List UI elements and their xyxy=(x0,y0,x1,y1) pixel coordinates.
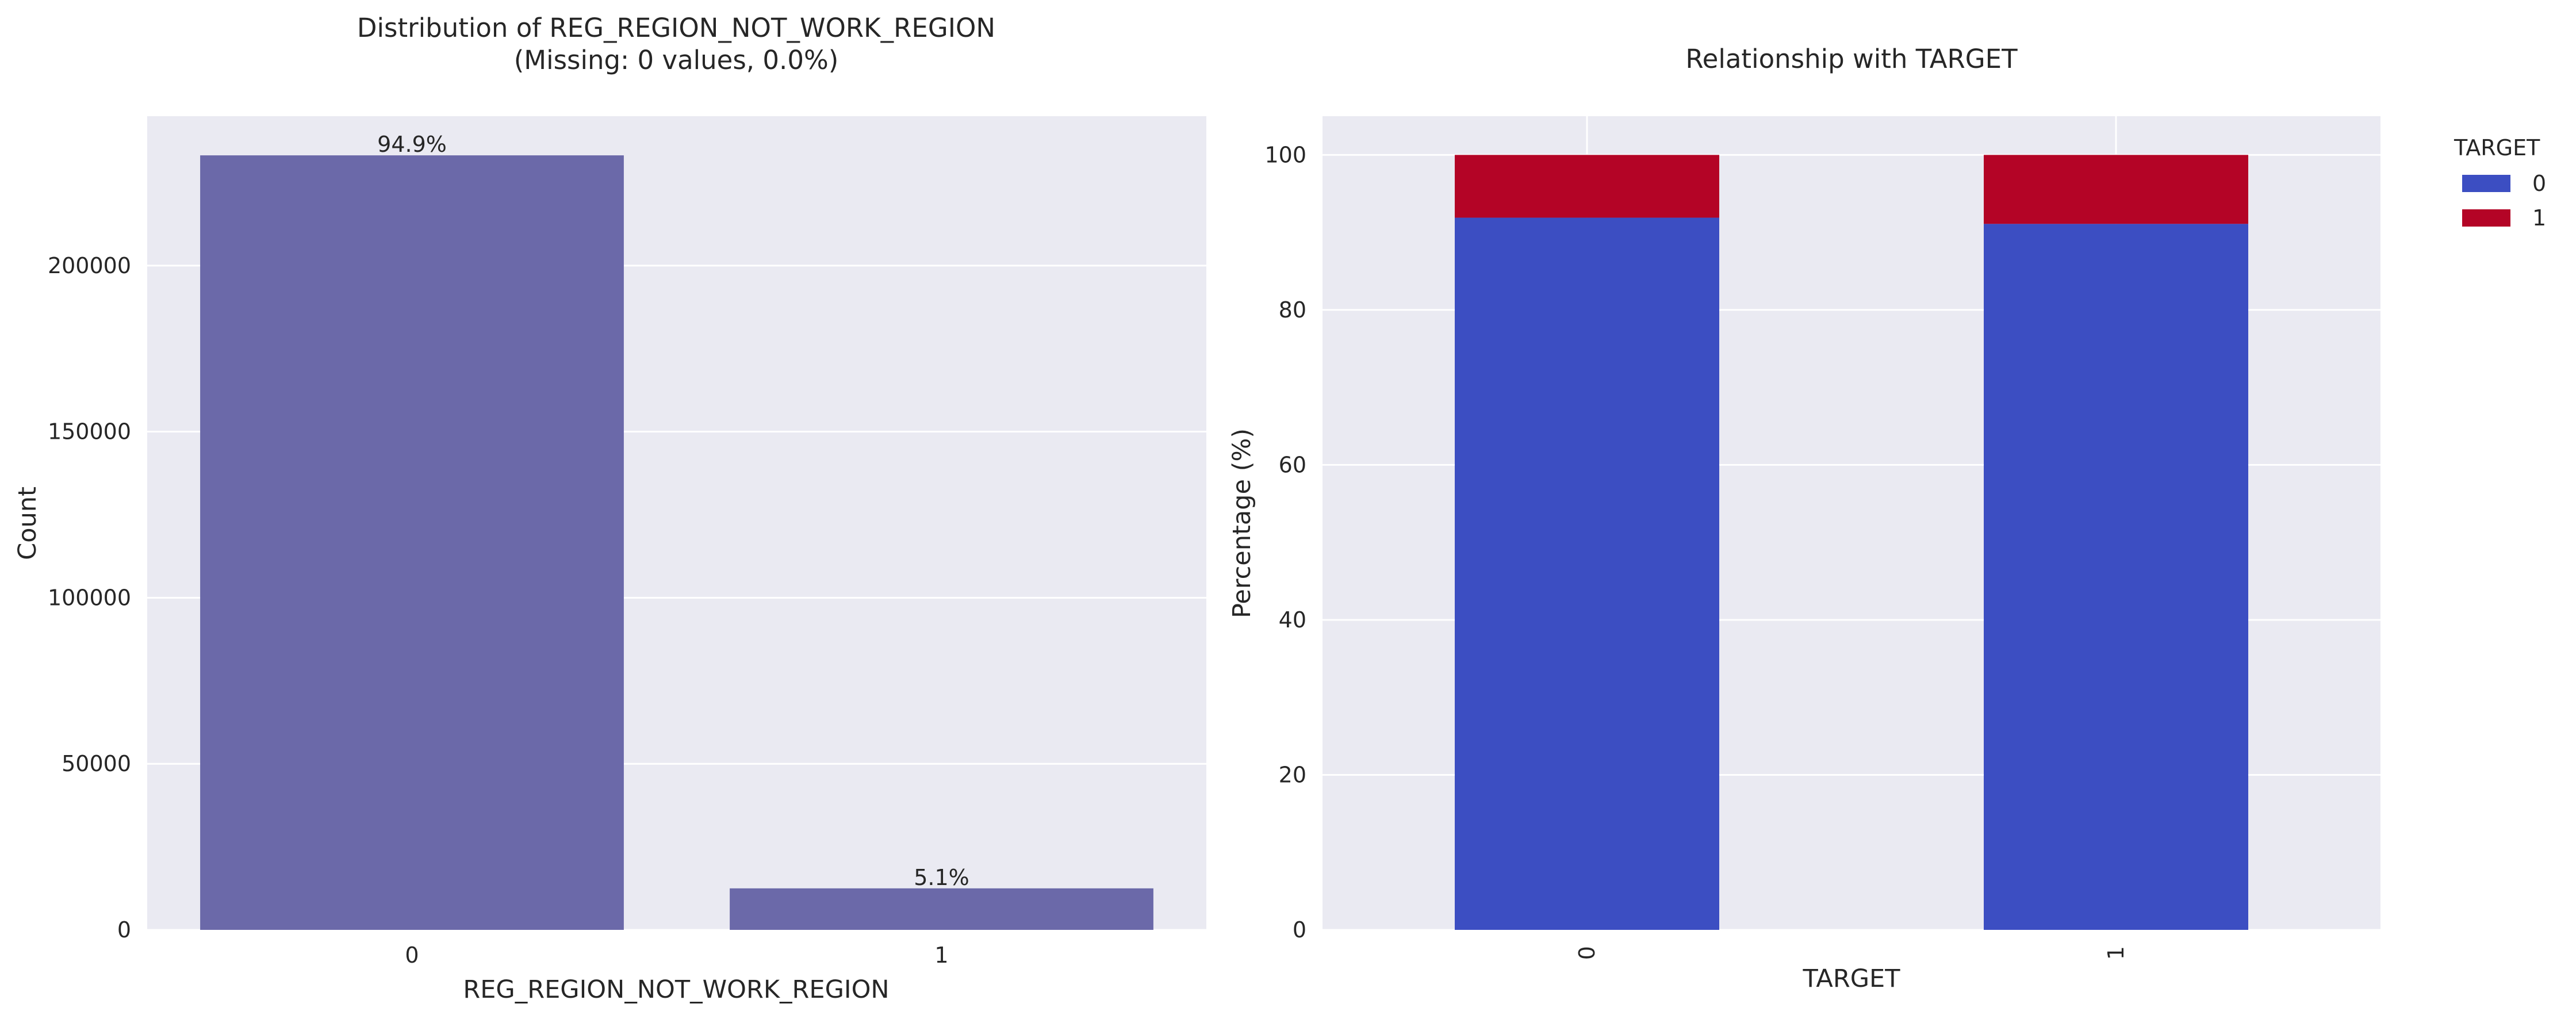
legend-label: 0 xyxy=(2532,171,2546,196)
left-y-tick-label: 0 xyxy=(117,917,131,943)
legend-swatch xyxy=(2462,175,2510,192)
right-title: Relationship with TARGET xyxy=(1685,44,2018,74)
right-x-tick-label: 1 xyxy=(2103,946,2129,960)
left-y-tick-label: 100000 xyxy=(48,585,131,610)
right-stacked-bar-segment xyxy=(1455,155,1719,218)
right-y-tick-label: 80 xyxy=(1279,297,1306,323)
left-bar-data-label: 94.9% xyxy=(377,132,447,157)
legend-title: TARGET xyxy=(2454,135,2540,160)
right-y-tick-label: 0 xyxy=(1293,917,1306,943)
legend: TARGET 01 xyxy=(2454,135,2546,231)
right-y-tick-label: 100 xyxy=(1264,142,1306,167)
left-y-tick-label: 200000 xyxy=(48,253,131,278)
right-x-tick-label: 0 xyxy=(1574,946,1600,960)
left-tick-labels: 0 50000 100000 150000 200000 0 1 xyxy=(48,253,949,968)
legend-items: 01 xyxy=(2462,171,2546,231)
left-y-axis-label: Count xyxy=(13,486,42,560)
left-bars: 94.9% 5.1% xyxy=(200,132,1153,930)
right-stacked-bar-segment xyxy=(1984,155,2248,224)
left-title-line2: (Missing: 0 values, 0.0%) xyxy=(514,45,839,75)
right-y-axis-label: Percentage (%) xyxy=(1228,428,1256,618)
left-bar xyxy=(730,888,1153,930)
left-title-line1: Distribution of REG_REGION_NOT_WORK_REGI… xyxy=(357,13,995,43)
right-y-tick-label: 60 xyxy=(1279,452,1306,477)
left-y-tick-label: 50000 xyxy=(62,751,131,776)
left-bar-data-label: 5.1% xyxy=(914,865,969,890)
right-x-axis-label: TARGET xyxy=(1803,964,1901,993)
legend-label: 1 xyxy=(2532,205,2546,231)
left-x-tick-label: 1 xyxy=(934,943,948,968)
right-y-tick-label: 20 xyxy=(1279,762,1306,787)
left-y-tick-label: 150000 xyxy=(48,419,131,445)
left-bar xyxy=(200,155,624,930)
left-chart: 94.9% 5.1% 0 50000 100000 150000 200000 0 1 Dis… xyxy=(13,13,1206,1004)
left-x-axis-label: REG_REGION_NOT_WORK_REGION xyxy=(463,975,889,1004)
right-tick-labels: 0 20 40 60 80 100 0 1 xyxy=(1264,142,2129,960)
left-x-tick-label: 0 xyxy=(405,943,419,968)
right-bars xyxy=(1455,155,2248,930)
right-stacked-bar-segment xyxy=(1984,224,2248,930)
right-stacked-bar-segment xyxy=(1455,217,1719,930)
legend-swatch xyxy=(2462,209,2510,227)
right-y-tick-label: 40 xyxy=(1279,607,1306,633)
